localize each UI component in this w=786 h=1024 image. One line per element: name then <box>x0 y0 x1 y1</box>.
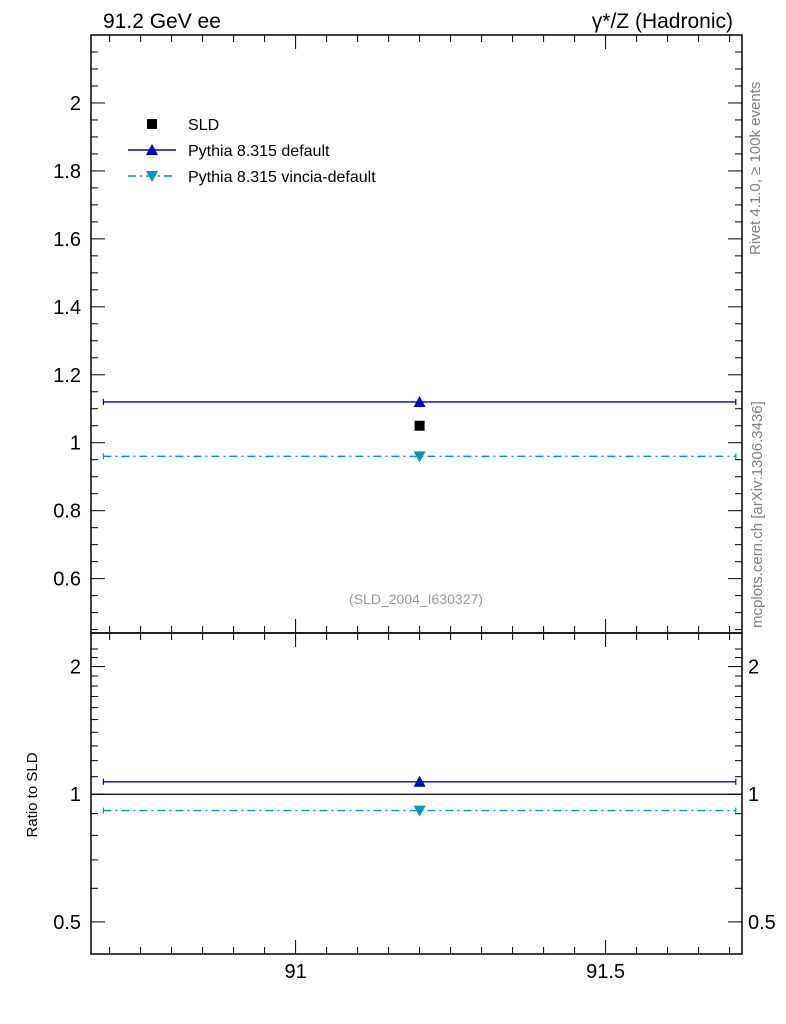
energy-label: 91.2 GeV ee <box>103 10 221 33</box>
y-tick-label: 1.4 <box>53 297 81 319</box>
data-point <box>413 395 426 407</box>
y-tick-label: 1 <box>70 784 81 806</box>
y-tick-label: 0.5 <box>53 912 81 934</box>
y-tick-label-right: 0.5 <box>748 912 776 934</box>
x-tick-label: 91.5 <box>586 961 625 983</box>
ratio-y-label: Ratio to SLD <box>24 752 41 837</box>
data-point <box>414 420 425 431</box>
y-tick-label-right: 2 <box>748 657 759 679</box>
legend: SLD Pythia 8.315 default Pythia 8.315 vinc… <box>128 117 376 186</box>
mcplots-label: mcplots.cern.ch [arXiv:1306.3436] <box>749 401 766 628</box>
rivet-label: Rivet 4.1.0, ≥ 100k events <box>747 82 764 255</box>
y-tick-label-right: 1 <box>748 784 759 806</box>
y-tick-label: 0.8 <box>53 501 81 523</box>
y-tick-label: 1.2 <box>53 365 81 387</box>
y-tick-label: 0.6 <box>53 569 81 591</box>
data-point <box>413 805 426 817</box>
data-point <box>413 775 426 787</box>
legend-label: Pythia 8.315 default <box>188 143 330 160</box>
legend-marker <box>147 119 157 129</box>
data-point <box>413 451 426 463</box>
y-tick-label: 1 <box>70 433 81 455</box>
ratio-plot-panel: 0.5 0.5 1 1 2 2 91 91.5 <box>53 632 776 983</box>
y-tick-label: 2 <box>70 93 81 115</box>
ratio-frame <box>90 632 743 955</box>
legend-label: Pythia 8.315 vincia-default <box>188 169 376 186</box>
y-tick-label: 1.6 <box>53 229 81 251</box>
legend-label: SLD <box>188 117 219 134</box>
y-tick-label: 1.8 <box>53 161 81 183</box>
process-label: γ*/Z (Hadronic) <box>592 10 733 33</box>
legend-marker <box>146 171 158 182</box>
y-tick-label: 2 <box>70 657 81 679</box>
legend-marker <box>146 144 158 155</box>
reference-label: (SLD_2004_I630327) <box>349 591 483 607</box>
x-tick-label: 91 <box>284 961 306 983</box>
